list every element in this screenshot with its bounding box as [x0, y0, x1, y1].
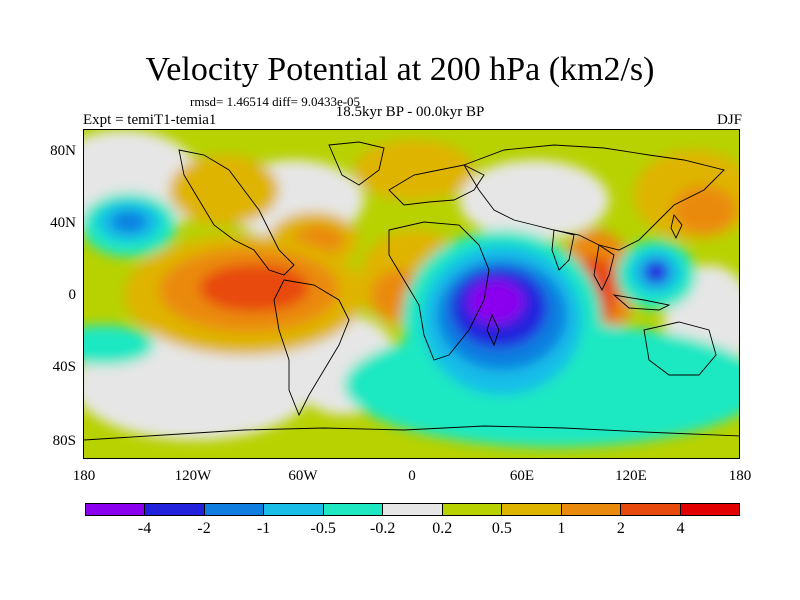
colorbar-swatch — [383, 504, 443, 515]
season-label: DJF — [716, 112, 742, 128]
coastline-antarctica — [84, 425, 739, 441]
experiment-label: Expt = temiT1-temia1 — [83, 112, 217, 128]
colorbar-label: -4 — [137, 520, 152, 537]
negative-region-north-pacific-core — [111, 211, 147, 233]
neutral-region-eurasia — [459, 160, 609, 240]
coastline-greenland — [328, 141, 385, 186]
colorbar-label: 0.5 — [491, 520, 512, 537]
colorbar-label: 2 — [616, 520, 625, 537]
colorbar-swatch — [561, 504, 622, 515]
colorbar-label: -2 — [197, 520, 211, 537]
lon-tick-60w: 60W — [288, 468, 318, 484]
positive-region-north-atlantic — [169, 155, 279, 225]
colorbar-swatch — [86, 504, 146, 515]
colorbar-label: -1 — [256, 520, 271, 537]
positive-region-north-europe — [354, 140, 474, 200]
lon-tick-120w: 120W — [174, 468, 212, 484]
colorbar-swatch — [323, 504, 384, 515]
lat-tick-0: 0 — [68, 287, 77, 303]
colorbar-label: -0.2 — [370, 520, 396, 537]
coastline-africa — [388, 221, 490, 361]
lon-tick-120e: 120E — [615, 468, 647, 484]
colorbar — [85, 503, 740, 516]
colorbar-swatch — [502, 504, 562, 515]
colorbar-swatch — [442, 504, 503, 515]
colorbar-swatch — [145, 504, 205, 515]
negative-region-west-pacific-core — [643, 260, 669, 284]
colorbar-swatch — [204, 504, 265, 515]
colorbar-swatch — [264, 504, 324, 515]
coastline-indochina — [593, 244, 615, 292]
positive-region-east-pacific-core — [199, 264, 309, 312]
coastline-europe — [388, 164, 485, 206]
coastline-maritime-continent — [612, 294, 671, 311]
lat-tick-40s: 40S — [52, 359, 76, 375]
lat-tick-80n: 80N — [50, 143, 76, 159]
period-label: 18.5kyr BP - 00.0kyr BP — [335, 104, 485, 120]
lon-tick-180-east: 180 — [728, 468, 752, 484]
coastline-japan — [670, 213, 683, 240]
colorbar-label: 0.2 — [432, 520, 453, 537]
colorbar-swatch — [680, 504, 739, 515]
negative-region-south-pacific — [84, 325, 154, 365]
lon-tick-180-west: 180 — [72, 468, 96, 484]
lon-tick-60e: 60E — [509, 468, 535, 484]
coastline-india — [551, 229, 575, 271]
coastlines — [84, 141, 739, 441]
coastline-north-america — [178, 149, 295, 276]
negative-region-indian-ocean-peak — [468, 280, 524, 324]
coastline-madagascar — [486, 313, 500, 347]
coastline-south-america — [273, 279, 350, 417]
lon-tick-0: 0 — [408, 468, 416, 484]
coastline-australia — [643, 321, 717, 376]
lat-tick-80s: 80S — [52, 433, 76, 449]
contour-field — [84, 130, 739, 447]
colorbar-label: -0.5 — [310, 520, 336, 537]
colorbar-swatch — [621, 504, 681, 515]
colorbar-label: 4 — [676, 520, 685, 537]
map-title: Velocity Potential at 200 hPa (km2/s) — [145, 51, 655, 88]
lat-tick-40n: 40N — [50, 215, 76, 231]
coastline-asia — [463, 144, 725, 251]
colorbar-label: 1 — [557, 520, 566, 537]
velocity-potential-map — [83, 129, 740, 459]
rmsd-diff-stat: rmsd= 1.46514 diff= 9.0433e-05 — [190, 94, 361, 109]
